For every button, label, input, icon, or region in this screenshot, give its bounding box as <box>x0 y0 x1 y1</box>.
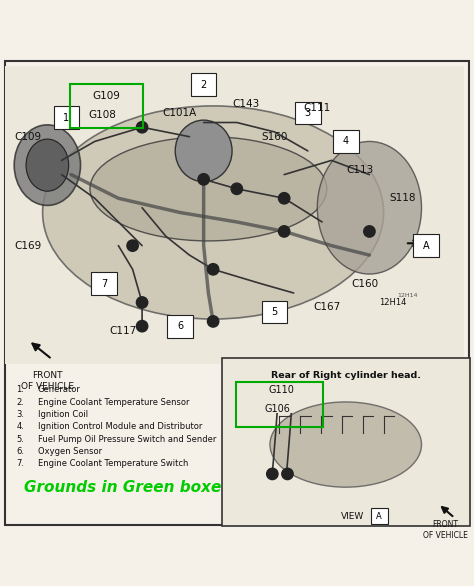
Circle shape <box>231 183 243 195</box>
Text: Oxygen Sensor: Oxygen Sensor <box>38 447 102 456</box>
Text: G106: G106 <box>264 404 290 414</box>
Text: 2: 2 <box>201 80 207 90</box>
Text: G108: G108 <box>88 110 116 120</box>
Circle shape <box>208 264 219 275</box>
Text: VIEW: VIEW <box>341 512 364 520</box>
Text: C143: C143 <box>233 98 260 108</box>
Text: 4.: 4. <box>17 423 25 431</box>
Text: 12H14: 12H14 <box>398 293 419 298</box>
Text: Engine Coolant Temperature Switch: Engine Coolant Temperature Switch <box>38 459 188 468</box>
Text: S118: S118 <box>389 193 416 203</box>
FancyBboxPatch shape <box>222 359 470 526</box>
Text: Grounds in Green boxes: Grounds in Green boxes <box>24 480 230 495</box>
FancyBboxPatch shape <box>333 130 358 153</box>
Text: C111: C111 <box>304 103 331 113</box>
Text: Ignition Control Module and Distributor: Ignition Control Module and Distributor <box>38 423 202 431</box>
Text: C101A: C101A <box>163 108 197 118</box>
FancyBboxPatch shape <box>371 509 388 524</box>
Text: Fuel Pump Oil Pressure Switch and Sender: Fuel Pump Oil Pressure Switch and Sender <box>38 435 216 444</box>
Text: 7: 7 <box>101 278 107 288</box>
Text: FRONT
OF VEHICLE: FRONT OF VEHICLE <box>21 371 74 391</box>
Text: C167: C167 <box>313 302 340 312</box>
FancyBboxPatch shape <box>262 301 287 323</box>
FancyBboxPatch shape <box>191 73 217 96</box>
FancyBboxPatch shape <box>91 272 117 295</box>
Text: 3: 3 <box>305 108 311 118</box>
Ellipse shape <box>26 139 69 191</box>
Text: 1: 1 <box>63 113 69 122</box>
Text: 5: 5 <box>272 307 278 317</box>
Ellipse shape <box>43 106 383 319</box>
Circle shape <box>137 297 148 308</box>
Circle shape <box>198 173 210 185</box>
Text: A: A <box>376 512 382 520</box>
Text: 5.: 5. <box>17 435 25 444</box>
Bar <box>5 66 464 364</box>
Text: G109: G109 <box>92 91 120 101</box>
Circle shape <box>137 121 148 133</box>
Circle shape <box>279 226 290 237</box>
Ellipse shape <box>175 120 232 182</box>
Text: Rear of Right cylinder head.: Rear of Right cylinder head. <box>271 371 421 380</box>
Circle shape <box>364 226 375 237</box>
Text: Ignition Coil: Ignition Coil <box>38 410 88 419</box>
Text: 2.: 2. <box>17 398 25 407</box>
Circle shape <box>282 468 293 479</box>
Text: 6.: 6. <box>17 447 25 456</box>
Text: C109: C109 <box>15 132 42 142</box>
Circle shape <box>208 316 219 327</box>
Text: FRONT
OF VEHICLE: FRONT OF VEHICLE <box>423 520 468 540</box>
Text: 3.: 3. <box>17 410 25 419</box>
Text: Engine Coolant Temperature Sensor: Engine Coolant Temperature Sensor <box>38 398 190 407</box>
Text: 6: 6 <box>177 321 183 331</box>
Text: 12H14: 12H14 <box>379 298 407 307</box>
Text: C160: C160 <box>351 278 378 288</box>
Circle shape <box>267 468 278 479</box>
Circle shape <box>279 193 290 204</box>
FancyBboxPatch shape <box>54 107 79 129</box>
Circle shape <box>137 321 148 332</box>
Text: S160: S160 <box>262 132 288 142</box>
Circle shape <box>127 240 138 251</box>
Text: Generator: Generator <box>38 386 81 394</box>
Text: G110: G110 <box>269 385 295 395</box>
Text: 7.: 7. <box>17 459 25 468</box>
Text: C117: C117 <box>109 326 137 336</box>
Text: 4: 4 <box>343 137 349 146</box>
Text: 1.: 1. <box>17 386 25 394</box>
Ellipse shape <box>317 141 421 274</box>
FancyBboxPatch shape <box>413 234 439 257</box>
Ellipse shape <box>14 125 81 205</box>
FancyBboxPatch shape <box>295 101 320 124</box>
Text: C113: C113 <box>346 165 374 175</box>
Ellipse shape <box>90 137 327 241</box>
Text: C169: C169 <box>15 241 42 251</box>
Ellipse shape <box>270 402 421 487</box>
Text: A: A <box>423 241 429 251</box>
FancyBboxPatch shape <box>167 315 193 338</box>
